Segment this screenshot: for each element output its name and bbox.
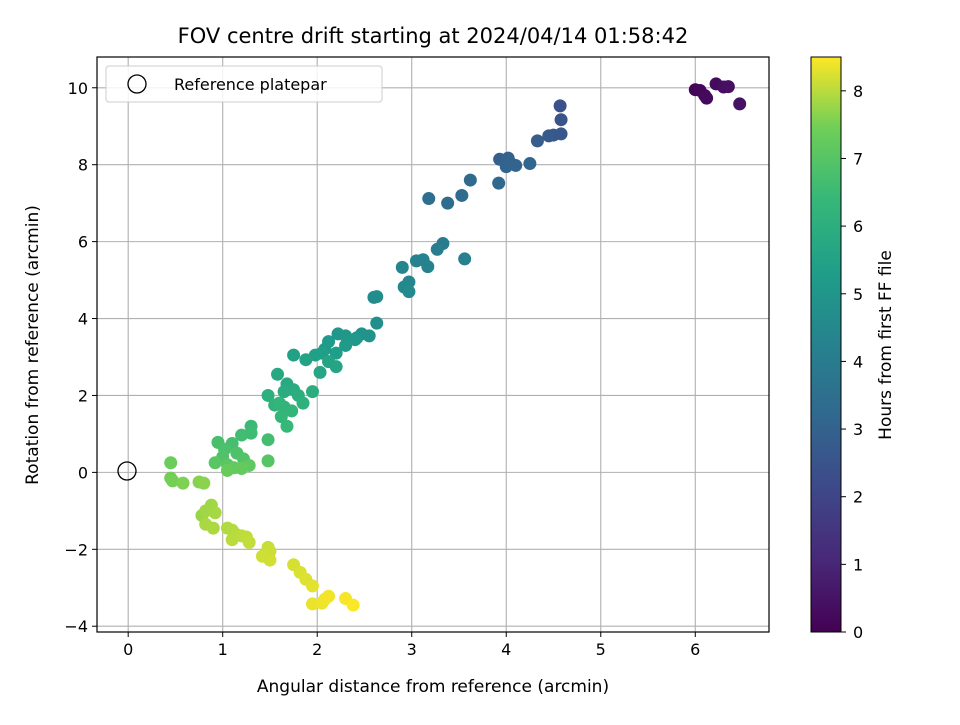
y-tick-label: 4 — [78, 310, 88, 329]
data-point — [329, 346, 343, 360]
x-tick-label: 3 — [407, 640, 417, 659]
colorbar-gradient — [810, 56, 842, 633]
data-point — [299, 353, 313, 367]
data-point — [542, 129, 556, 143]
data-point — [164, 456, 178, 470]
data-point — [220, 463, 234, 477]
colorbar-tick-label: 5 — [853, 285, 863, 304]
data-point — [339, 338, 353, 352]
reference-point-marker — [117, 461, 137, 481]
data-point — [553, 99, 567, 113]
data-point — [329, 360, 343, 374]
data-point — [523, 157, 537, 171]
colorbar-tick-label: 3 — [853, 420, 863, 439]
colorbar-ticks: 0 1 2 3 4 5 6 7 8 — [841, 82, 863, 642]
data-point — [422, 192, 436, 206]
data-point — [463, 173, 477, 187]
data-point — [554, 113, 568, 127]
data-point — [263, 553, 277, 567]
data-point — [700, 91, 714, 105]
plot-frame — [96, 56, 770, 633]
legend-box — [105, 65, 383, 103]
y-tick-label: 10 — [68, 79, 88, 98]
x-axis-label: Angular distance from reference (arcmin) — [257, 677, 609, 697]
data-point — [272, 396, 286, 410]
colorbar: 0 1 2 3 4 5 6 7 8 Hours from first FF file — [810, 56, 896, 642]
data-point — [305, 597, 319, 611]
x-tick-label: 1 — [218, 640, 228, 659]
data-point — [287, 348, 301, 362]
data-point — [492, 176, 506, 190]
data-point — [499, 160, 513, 174]
x-axis-ticks: 0 1 2 3 4 5 6 — [123, 632, 700, 659]
data-point — [261, 388, 275, 402]
data-point — [395, 260, 409, 274]
colorbar-tick-label: 8 — [853, 82, 863, 101]
y-tick-label: 2 — [78, 386, 88, 405]
x-tick-label: 0 — [123, 640, 133, 659]
data-point — [208, 506, 222, 520]
colorbar-tick-label: 4 — [853, 352, 863, 371]
colorbar-tick-label: 6 — [853, 217, 863, 236]
data-point — [280, 419, 294, 433]
colorbar-tick-label: 0 — [853, 623, 863, 642]
data-point — [274, 410, 288, 424]
data-point — [348, 333, 362, 347]
data-point — [305, 385, 319, 399]
data-point — [721, 80, 735, 94]
data-point — [455, 188, 469, 202]
data-point — [370, 290, 384, 304]
data-point — [206, 521, 220, 535]
y-tick-label: 0 — [78, 463, 88, 482]
data-point — [430, 242, 444, 256]
data-point — [176, 476, 190, 490]
data-point — [370, 316, 384, 330]
data-point — [261, 433, 275, 447]
y-tick-label: 8 — [78, 156, 88, 175]
colorbar-tick-label: 7 — [853, 149, 863, 168]
data-points — [164, 77, 747, 612]
y-tick-label: 6 — [78, 233, 88, 252]
data-point — [235, 428, 249, 442]
x-tick-label: 4 — [501, 640, 511, 659]
data-point — [285, 404, 299, 418]
data-point — [277, 385, 291, 399]
data-point — [733, 97, 747, 111]
legend-reference-marker — [127, 74, 147, 94]
data-point — [261, 454, 275, 468]
data-point — [322, 589, 336, 603]
y-axis-ticks: −4 −2 0 2 4 6 8 10 — [64, 79, 97, 636]
data-point — [313, 365, 327, 379]
x-tick-label: 6 — [690, 640, 700, 659]
y-tick-label: −2 — [64, 540, 88, 559]
grid-lines — [97, 57, 769, 632]
colorbar-label: Hours from first FF file — [876, 250, 896, 440]
data-point — [242, 535, 256, 549]
data-point — [197, 476, 211, 490]
data-point — [458, 252, 472, 266]
legend: Reference platepar — [105, 65, 383, 103]
x-tick-label: 5 — [596, 640, 606, 659]
data-point — [362, 329, 376, 343]
data-point — [346, 598, 360, 612]
legend-label: Reference platepar — [174, 75, 327, 94]
data-point — [271, 367, 285, 381]
colorbar-tick-label: 1 — [853, 555, 863, 574]
data-point — [441, 196, 455, 210]
data-point — [166, 474, 180, 488]
colorbar-tick-label: 2 — [853, 488, 863, 507]
data-point — [296, 396, 310, 410]
data-point — [509, 158, 523, 172]
data-point — [208, 456, 222, 470]
data-point — [402, 285, 416, 299]
data-point — [305, 579, 319, 593]
data-point — [235, 462, 249, 476]
chart-title: FOV centre drift starting at 2024/04/14 … — [178, 24, 689, 48]
data-point — [530, 134, 544, 148]
x-tick-label: 2 — [312, 640, 322, 659]
data-point — [421, 260, 435, 274]
y-tick-label: −4 — [64, 617, 88, 636]
y-axis-label: Rotation from reference (arcmin) — [23, 205, 43, 485]
